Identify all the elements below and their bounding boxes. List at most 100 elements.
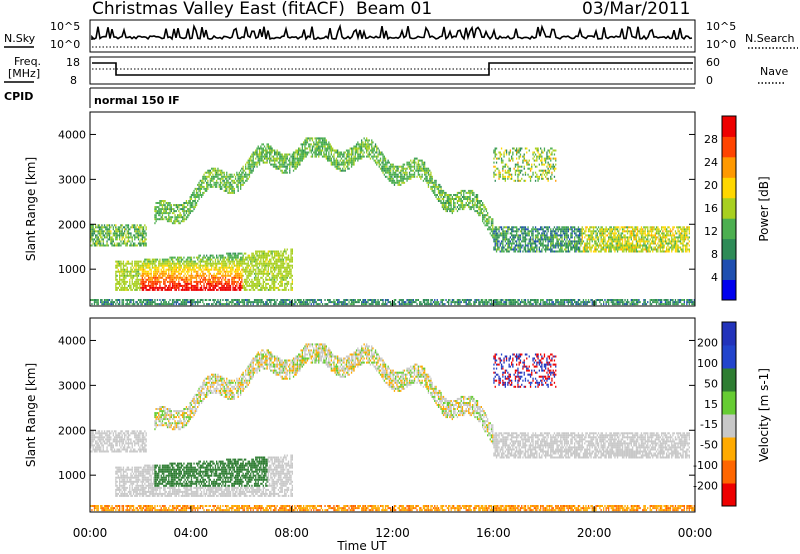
power-cell (272, 280, 275, 283)
power-cell (169, 278, 171, 281)
power-cell (342, 303, 344, 306)
power-cell (192, 274, 194, 277)
power-cell (337, 153, 339, 156)
power-cell (216, 303, 218, 306)
power-cell (240, 264, 242, 267)
power-cell (139, 286, 141, 289)
power-cell (137, 280, 140, 283)
power-cell (241, 286, 243, 289)
power-cell (424, 167, 426, 170)
power-cell (232, 268, 234, 271)
power-cell (233, 270, 235, 273)
power-cell (335, 149, 338, 152)
power-cell (382, 299, 384, 301)
power-cell (92, 299, 94, 301)
power-cell (197, 284, 199, 287)
power-cell (386, 303, 388, 306)
power-cell (189, 210, 191, 213)
power-cell (242, 167, 244, 170)
power-cell (228, 183, 230, 186)
power-cell (407, 161, 409, 164)
power-cell (166, 206, 169, 209)
power-cell (250, 266, 252, 269)
power-cell (142, 262, 145, 265)
power-cell (136, 232, 138, 235)
power-cell (271, 149, 273, 152)
power-cell (329, 299, 331, 301)
power-cell (105, 299, 107, 301)
power-cell (178, 206, 180, 209)
power-cell (450, 200, 452, 202)
power-cell (316, 147, 319, 150)
power-cell (228, 286, 230, 289)
power-cell (199, 254, 201, 257)
power-cell (494, 155, 496, 158)
power-cell (134, 268, 136, 271)
power-cell (168, 284, 170, 287)
power-cell (141, 301, 143, 304)
power-cell (223, 274, 225, 277)
power-cell (117, 244, 119, 247)
power-cell (468, 206, 470, 209)
power-cell (200, 181, 203, 184)
power-cell (498, 248, 500, 251)
power-cell (169, 220, 171, 223)
power-cell (158, 206, 160, 209)
power-cell (493, 303, 495, 306)
power-cell (435, 194, 437, 196)
power-cell (132, 274, 135, 277)
power-cell (175, 270, 177, 273)
power-cell (325, 147, 327, 150)
power-cell (494, 246, 496, 249)
cpid-value: normal 150 IF (94, 94, 180, 107)
power-cell (144, 230, 146, 233)
power-cell (204, 286, 206, 289)
power-cell (430, 187, 432, 190)
power-cell (119, 226, 121, 229)
power-cell (498, 230, 500, 233)
power-cell (272, 276, 275, 279)
power-cell (122, 286, 125, 289)
power-cell (190, 288, 193, 291)
power-cell (415, 299, 417, 301)
power-cell (373, 301, 375, 304)
power-cell (195, 282, 198, 285)
power-cell (98, 230, 101, 233)
power-cell (507, 232, 509, 235)
power-cell (272, 299, 275, 301)
power-cell (308, 137, 310, 140)
power-cell (479, 202, 481, 204)
power-cell (200, 268, 203, 271)
power-cell (284, 161, 286, 164)
power-cell (92, 224, 94, 227)
power-cell (140, 224, 142, 227)
power-cell (284, 153, 286, 156)
power-cell (325, 303, 327, 306)
power-cell (507, 226, 509, 229)
power-cell (272, 278, 275, 281)
power-cell (502, 238, 504, 241)
power-cell (358, 153, 360, 156)
power-cell (203, 284, 205, 287)
power-cell (292, 161, 295, 164)
power-cell (234, 288, 237, 291)
power-cell (245, 272, 247, 275)
power-cell (282, 262, 285, 265)
power-cell (314, 301, 316, 304)
power-cell (184, 299, 186, 301)
power-cell (117, 228, 119, 231)
power-cell (219, 185, 222, 188)
power-cell (169, 280, 171, 283)
power-cell (236, 173, 238, 176)
power-cell (166, 218, 169, 221)
power-cell (371, 143, 373, 146)
power-cell (183, 268, 185, 271)
power-cell (142, 284, 145, 287)
power-cell (256, 276, 258, 279)
power-cell (231, 272, 233, 275)
power-cell (490, 299, 493, 301)
power-cell (197, 280, 199, 283)
power-cell (231, 256, 233, 259)
power-cell (164, 260, 166, 263)
power-cell (446, 301, 448, 304)
